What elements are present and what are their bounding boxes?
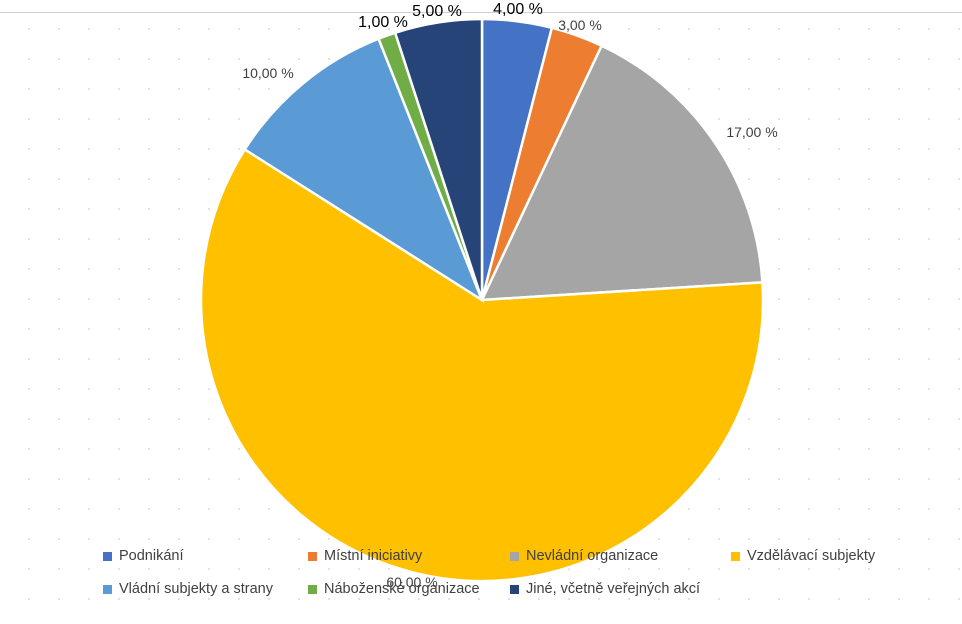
data-label-7: 5,00 % [412,3,462,20]
pie-slice-3 [479,44,764,302]
top-border [0,12,962,13]
pie-slice-5 [243,37,485,304]
pie-slice-7 [393,17,484,301]
data-label-5: 10,00 % [242,65,293,81]
data-label-6: 1,00 % [358,14,408,31]
data-label-2: 3,00 % [558,17,602,33]
data-label-1: 4,00 % [493,1,543,18]
pie-slice-4 [199,147,765,583]
data-label-3: 17,00 % [726,124,777,140]
data-label-4: 60,00 % [386,574,437,590]
